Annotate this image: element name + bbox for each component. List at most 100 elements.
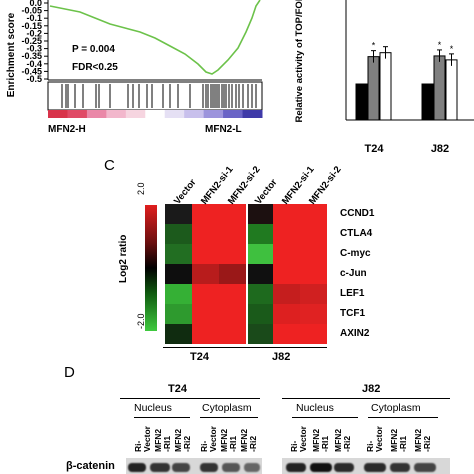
heatmap-cell [246,204,273,224]
heatmap-cell [165,244,192,264]
rank-segment [203,110,224,118]
heatmap-cell [300,204,327,224]
gsea-y-tick-label: -0.4 [26,59,42,69]
heatmap-row-label: LEF1 [340,288,365,299]
enrichment-score-curve [49,0,261,75]
heatmap-cell [300,284,327,304]
blot-fraction-2: Nucleus [296,402,334,414]
rank-segment [86,110,107,118]
heatmap-cell [273,204,300,224]
heatmap-cell [219,324,246,344]
rank-segment [106,110,127,118]
blot-lane-label: MFN2 -RI1 [389,428,408,452]
gsea-y-tick-label: -0.1 [26,13,42,23]
blot-band [390,463,410,472]
heatmap-group-j82: J82 [272,351,291,363]
blot-band [334,463,354,472]
heatmap-grid [165,204,327,344]
blot-lane-label: MFN2 -Ri2 [413,428,432,452]
heatmap-cell [165,284,192,304]
heatmap-cell [219,304,246,324]
gsea-y-tick-label: 0.0 [29,0,42,8]
blot-band [222,463,240,472]
gsea-y-tick-label: -0.15 [21,21,42,31]
heatmap-cell [273,264,300,284]
blot-band [310,463,332,472]
topflash-bar [421,83,434,121]
blot-lane-label: MFN2 -Ri2 [173,428,192,452]
topflash-bar [433,55,446,121]
gene-hit-barcode [61,84,257,108]
blot-band [200,463,218,472]
blot-protein-label: β-catenin [66,460,115,472]
blot-fraction-1: Cytoplasm [202,402,252,414]
blot-band [286,463,306,472]
blot-group-line-t24 [120,398,260,399]
blot-lane-label: MFN2 -RI1 [153,428,172,452]
heatmap-cell [246,304,273,324]
heatmap-cell [246,264,273,284]
blot-band [128,463,146,472]
rank-segment [125,110,146,118]
gsea-y-tick-label: -0.05 [21,6,42,16]
gsea-plot: 0.0-0.05-0.1-0.15-0.2-0.25-0.3-0.35-0.4 -… [6,0,263,135]
heatmap-cell [219,244,246,264]
topflash-bar [445,59,458,121]
heatmap-cell [273,284,300,304]
heatmap-cell [192,204,219,224]
gene-hit-box [47,81,263,111]
heatmap-group-bar [163,347,327,348]
gsea-right-label: MFN2-L [205,124,242,135]
gsea-y-tick-label: -0.2 [26,28,42,38]
heatmap-row-label: CCND1 [340,208,375,219]
blot-lane-label: Ri- Vector [133,426,152,452]
blot-lane-label: Ri- Vector [365,426,384,452]
blot-band [364,463,386,472]
blot-lane-label: MFN2 -RI1 [219,428,238,452]
heatmap-cell [246,244,273,264]
rank-segment [242,110,263,118]
gsea-y-tick-label: -0.25 [21,36,42,46]
heatmap-row-label: c-Jun [340,268,367,279]
heatmap-cell [165,304,192,324]
rank-segment [223,110,244,118]
topflash-panel: Relative activity of TOP/FOP Flash * * * T… [280,0,474,160]
blot-fraction-line-0 [134,417,190,418]
topflash-y-axis-label: Relative activity of TOP/FOP Flash [294,0,305,122]
heatmap-cell [246,284,273,304]
rank-segment [184,110,205,118]
heatmap-cell [192,264,219,284]
topflash-category-1: J82 [431,143,449,155]
heatmap-cell [192,244,219,264]
gsea-fdr: FDR<0.25 [72,62,118,73]
heatmap-cell [246,224,273,244]
heatmap-row-label: C-myc [340,248,371,259]
heatmap-row-label: CTLA4 [340,228,373,239]
heatmap-row-label: AXIN2 [340,328,370,339]
colorbar-max-label: 2.0 [136,182,146,195]
rank-segment [48,110,68,118]
heatmap-cell [246,324,273,344]
heatmap-cell [192,284,219,304]
rank-segment [145,110,166,118]
blot-lane-label: MFN2 -Ri2 [239,428,258,452]
blot-fraction-line-2 [292,417,358,418]
blot-group-t24: T24 [168,383,187,395]
heatmap-cell [165,264,192,284]
heatmap-row-label: TCF1 [340,308,365,319]
gsea-y-tick-label: -0.35 [21,51,42,61]
gsea-panel: 0.0 -0.05 -0.1 -0.15 -0.2 -0.25 -0.3 -0.35 -0.4 -… [0,0,275,160]
blot-fraction-line-3 [368,417,438,418]
gsea-y-tick-label: -0.5 [26,74,42,84]
colorbar-title: Log2 ratio [118,234,129,283]
ranked-list-gradient [48,110,263,118]
colorbar-min-label: -2.0 [136,313,146,329]
blot-band [414,463,436,472]
blot-lane-label: MFN2 -Ri2 [333,428,352,452]
heatmap-cell [192,304,219,324]
panel-label-d: D [64,364,75,381]
blot-fraction-line-1 [200,417,258,418]
gsea-y-tick-label: -0.3 [26,44,42,54]
heatmap-cell [300,224,327,244]
blot-strip-t24 [126,458,262,474]
